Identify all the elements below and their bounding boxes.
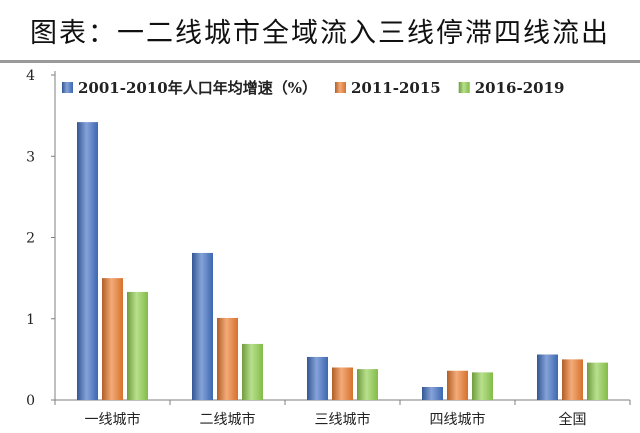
legend-swatch [62, 82, 73, 93]
bar-1-1 [77, 122, 98, 400]
y-tick-label: 3 [26, 149, 35, 165]
bar-1-3 [307, 356, 328, 400]
y-tick-label: 0 [26, 393, 35, 409]
x-category-label: 全国 [559, 411, 587, 428]
bar-3-4 [472, 372, 493, 400]
x-category-label: 一线城市 [85, 411, 141, 428]
bar-3-2 [242, 343, 263, 400]
bar-2-2 [217, 317, 238, 400]
legend-label: 2011-2015 [351, 79, 441, 97]
y-tick-label: 2 [26, 231, 35, 247]
x-category-label: 二线城市 [200, 411, 256, 428]
y-tick-label: 4 [26, 68, 35, 84]
bar-2-1 [102, 278, 123, 400]
bar-3-5 [587, 362, 608, 400]
bar-2-3 [332, 367, 353, 400]
bar-1-2 [192, 252, 213, 400]
bar-2-4 [447, 370, 468, 400]
title-divider [0, 60, 640, 63]
x-category-label: 四线城市 [430, 411, 486, 428]
x-category-label: 三线城市 [315, 411, 371, 428]
bar-3-3 [357, 369, 378, 400]
legend-swatch [334, 82, 346, 93]
legend-label: 2016-2019 [475, 79, 565, 97]
legend-label: 2001-2010年人口年均增速（%） [78, 79, 317, 97]
legend-swatch [458, 82, 470, 93]
bar-1-5 [537, 354, 558, 400]
bar-2-5 [562, 359, 583, 400]
bar-3-1 [127, 291, 148, 400]
y-tick-label: 1 [26, 312, 35, 328]
chart-title: 图表：一二线城市全域流入三线停滞四线流出 [30, 17, 610, 49]
bar-1-4 [422, 387, 443, 400]
bar-chart: 0 1 2 3 4 一线城市 二线城市 三线城市 四线城市 全国 2001-2010年人口年均增速… [26, 68, 631, 428]
